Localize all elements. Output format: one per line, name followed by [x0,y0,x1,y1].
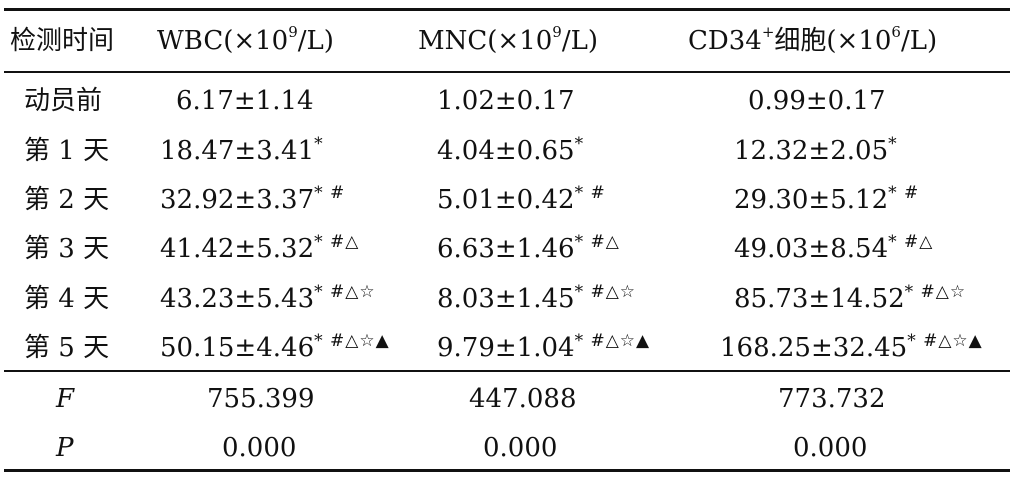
row-mnc-value: 5.01±0.42* # [437,183,606,218]
header-bottom-rule [4,71,1010,73]
significance-marks: * #△☆▲ [574,331,651,351]
stat-label-f: F [56,384,75,414]
header-wbc-suffix: /L) [297,26,334,56]
stat-p-wbc: 0.000 [222,433,297,463]
significance-marks: * #△☆ [904,282,967,302]
row-mnc-value: 1.02±0.17 [437,86,575,119]
row-wbc-value: 41.42±5.32* #△ [160,232,360,267]
significance-marks: * [574,134,585,154]
significance-marks: * #△☆▲ [907,331,983,351]
row-mnc-value: 6.63±1.46* #△ [437,232,620,267]
value-text: 6.63±1.46 [437,234,575,264]
row-wbc-value: 6.17±1.14 [176,86,314,119]
value-text: 1.02±0.17 [437,86,575,116]
header-wbc: WBC(×109/L) [157,23,334,59]
header-wbc-prefix: WBC(×10 [157,26,289,56]
row-mnc-value: 9.79±1.04* #△☆▲ [437,331,651,366]
significance-marks: * # [574,183,606,203]
significance-marks: * #△☆ [314,282,376,302]
table-top-rule [4,8,1010,11]
value-text: 0.99±0.17 [748,86,886,116]
header-mnc: MNC(×109/L) [418,23,598,59]
value-text: 8.03±1.45 [437,284,575,314]
value-text: 18.47±3.41 [160,136,315,166]
stats-top-rule [4,370,1010,372]
header-cd34-exponent: 6 [891,23,901,41]
significance-marks: * [888,134,898,154]
value-text: 12.32±2.05 [734,136,889,166]
row-cd34-value: 85.73±14.52* #△☆ [734,282,967,317]
stat-label-p: P [56,433,74,463]
table-bottom-rule [4,469,1010,472]
row-time: 第 3 天 [24,234,110,264]
row-time: 第 2 天 [24,185,110,215]
significance-marks: * #△ [574,232,620,252]
value-text: 43.23±5.43 [160,284,315,314]
stat-f-wbc: 755.399 [207,384,315,414]
row-mnc-value: 8.03±1.45* #△☆ [437,282,637,317]
header-cd34-mid: 细胞(×10 [774,26,892,56]
header-cd34: CD34+细胞(×106/L) [688,23,938,59]
significance-marks: * [314,134,324,154]
header-mnc-exponent: 9 [552,23,562,41]
value-text: 6.17±1.14 [176,86,314,116]
row-wbc-value: 50.15±4.46* #△☆▲ [160,331,390,366]
stat-p-mnc: 0.000 [483,433,558,463]
row-cd34-value: 49.03±8.54* #△ [734,232,934,267]
significance-marks: * #△ [888,232,934,252]
value-text: 50.15±4.46 [160,333,315,363]
row-time: 第 1 天 [24,136,110,166]
header-cd34-suffix: /L) [900,26,938,56]
row-time: 第 5 天 [24,333,110,363]
row-wbc-value: 43.23±5.43* #△☆ [160,282,376,317]
value-text: 32.92±3.37 [160,185,315,215]
value-text: 168.25±32.45 [720,333,908,363]
row-wbc-value: 32.92±3.37* # [160,183,346,218]
significance-marks: * #△ [314,232,360,252]
value-text: 4.04±0.65 [437,136,575,166]
row-wbc-value: 18.47±3.41* [160,134,324,169]
value-text: 5.01±0.42 [437,185,575,215]
significance-marks: * # [314,183,346,203]
header-mnc-suffix: /L) [561,26,598,56]
value-text: 9.79±1.04 [437,333,575,363]
header-wbc-exponent: 9 [288,23,298,41]
value-text: 49.03±8.54 [734,234,889,264]
value-text: 41.42±5.32 [160,234,315,264]
value-text: 29.30±5.12 [734,185,889,215]
header-cd34-plus: + [761,23,775,41]
row-cd34-value: 12.32±2.05* [734,134,898,169]
row-mnc-value: 4.04±0.65* [437,134,585,169]
row-time: 动员前 [24,86,103,116]
value-text: 85.73±14.52 [734,284,905,314]
stat-f-mnc: 447.088 [469,384,577,414]
row-cd34-value: 29.30±5.12* # [734,183,920,218]
row-cd34-value: 168.25±32.45* #△☆▲ [720,331,983,366]
header-detection-time: 检测时间 [10,26,115,56]
header-mnc-prefix: MNC(×10 [418,26,553,56]
stat-p-cd34: 0.000 [793,433,868,463]
row-time: 第 4 天 [24,284,110,314]
stat-f-cd34: 773.732 [778,384,886,414]
significance-marks: * # [888,183,920,203]
significance-marks: * #△☆ [574,282,637,302]
header-cd34-prefix: CD34 [688,26,762,56]
row-cd34-value: 0.99±0.17 [748,86,886,119]
significance-marks: * #△☆▲ [314,331,390,351]
